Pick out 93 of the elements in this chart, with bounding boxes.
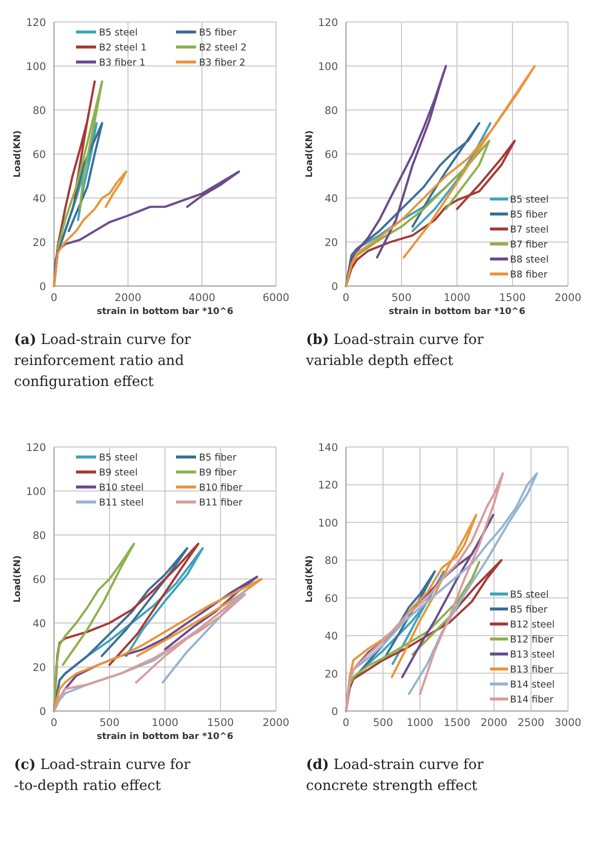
legend-label: B11 fiber (199, 498, 242, 508)
x-tick-label: 0 (50, 292, 58, 304)
legend-label: B8 fiber (510, 270, 548, 280)
x-axis-title: strain in bottom bar *10^6 (96, 732, 234, 742)
y-tick-label: 40 (32, 618, 46, 630)
y-tick-label: 60 (324, 592, 338, 605)
text: (d) Load-strain curve for concrete strength effect (306, 757, 484, 794)
x-tick-label: 500 (391, 292, 412, 304)
legend-label: B3 fiber 1 (99, 58, 146, 68)
y-tick-label: 0 (39, 706, 46, 718)
y-tick-label: 100 (26, 486, 46, 498)
y-axis-title: Load(KN) (13, 555, 23, 603)
x-tick-label: 1500 (499, 292, 526, 304)
line-series (52, 542, 136, 712)
x-axis-title: strain in bottom bar *10^6 (96, 307, 234, 317)
y-tick-label: 80 (324, 555, 338, 568)
legend-label: B5 steel (99, 452, 138, 464)
y-tick-label: 100 (318, 61, 338, 73)
x-tick-label: 2000 (262, 717, 290, 729)
legend-label: B12 steel (510, 620, 555, 630)
y-tick-label: 120 (26, 442, 46, 454)
x-tick-label: 1000 (406, 717, 434, 729)
legend-label: B11 steel (99, 498, 144, 508)
y-tick-label: 20 (324, 668, 338, 680)
x-tick-label: 500 (99, 717, 120, 729)
legend-label: B8 steel (510, 254, 549, 266)
legend-label: B5 fiber (199, 28, 236, 38)
y-tick-label: 80 (32, 105, 46, 117)
legend-label: B2 steel 1 (99, 42, 147, 54)
legend-label: B12 fiber (510, 634, 554, 646)
line-series (344, 472, 504, 712)
legend-label: B5 fiber (510, 604, 548, 616)
y-tick-label: 20 (324, 237, 338, 249)
x-tick-label: 3000 (554, 717, 582, 729)
legend-label: B7 fiber (510, 240, 548, 250)
legend-label: B14 fiber (510, 694, 554, 706)
legend-label: B5 steel (99, 28, 138, 38)
line-series (344, 64, 447, 288)
legend-label: B9 fiber (199, 468, 236, 478)
y-tick-label: 60 (32, 574, 46, 586)
y-tick-label: 40 (32, 193, 46, 205)
y-tick-label: 0 (39, 281, 46, 293)
legend-label: B5 steel (510, 194, 549, 206)
x-tick-label: 1000 (444, 292, 470, 304)
y-tick-label: 80 (324, 105, 338, 117)
x-tick-label: 0 (50, 717, 58, 729)
y-tick-label: 120 (318, 17, 338, 29)
legend-label: B10 steel (99, 482, 144, 494)
legend-label: B10 fiber (199, 482, 242, 494)
text: (a) Load-strain curve for reinforcement ratio and configuration effect (14, 332, 192, 390)
x-tick-label: 2000 (554, 292, 582, 304)
legend-label: B3 fiber 2 (199, 58, 246, 68)
legend-label: B9 steel (99, 468, 138, 478)
x-tick-label: 0 (342, 292, 350, 304)
x-tick-label: 4000 (188, 292, 216, 304)
y-tick-label: 100 (26, 61, 46, 73)
x-tick-label: 1500 (207, 717, 234, 729)
legend-label: B5 steel (510, 590, 549, 600)
text: (b) Load-strain curve for variable depth effect (305, 332, 484, 369)
y-tick-label: 120 (318, 480, 338, 492)
y-tick-label: 120 (26, 17, 46, 29)
y-axis-title: Load(KN) (13, 130, 23, 178)
legend-label: B5 fiber (510, 210, 548, 220)
y-tick-label: 0 (331, 281, 338, 293)
x-tick-label: 6000 (262, 292, 290, 304)
y-tick-label: 20 (32, 662, 46, 674)
legend-label: B5 fiber (199, 452, 236, 464)
x-tick-label: 2000 (480, 717, 508, 729)
x-tick-label: 1000 (152, 717, 178, 729)
y-tick-label: 80 (32, 530, 46, 542)
legend-label: B13 fiber (510, 664, 554, 676)
x-axis-title: strain in bottom bar *10^6 (388, 307, 526, 317)
y-tick-label: 40 (324, 193, 338, 205)
x-tick-label: 2500 (518, 717, 544, 729)
y-axis-title: Load(KN) (305, 555, 315, 603)
x-tick-label: 500 (372, 717, 394, 729)
text: (c) Load-strain curve for -to-depth ratio effect (14, 757, 191, 794)
line-series (52, 170, 128, 288)
legend-label: B13 steel (510, 650, 555, 660)
x-tick-label: 1500 (444, 717, 470, 729)
y-tick-label: 40 (324, 630, 338, 643)
y-tick-label: 60 (32, 149, 46, 161)
x-tick-label: 2000 (114, 292, 142, 304)
legend-label: B2 steel 2 (199, 42, 247, 54)
y-tick-label: 20 (32, 237, 46, 249)
x-tick-label: 0 (342, 717, 350, 729)
y-tick-label: 140 (318, 442, 338, 454)
y-tick-label: 60 (324, 149, 338, 161)
y-axis-title: Load(KN) (305, 130, 315, 178)
legend-label: B7 steel (510, 224, 549, 236)
y-tick-label: 0 (331, 706, 338, 718)
y-tick-label: 100 (318, 517, 338, 530)
legend-label: B14 steel (510, 680, 555, 690)
